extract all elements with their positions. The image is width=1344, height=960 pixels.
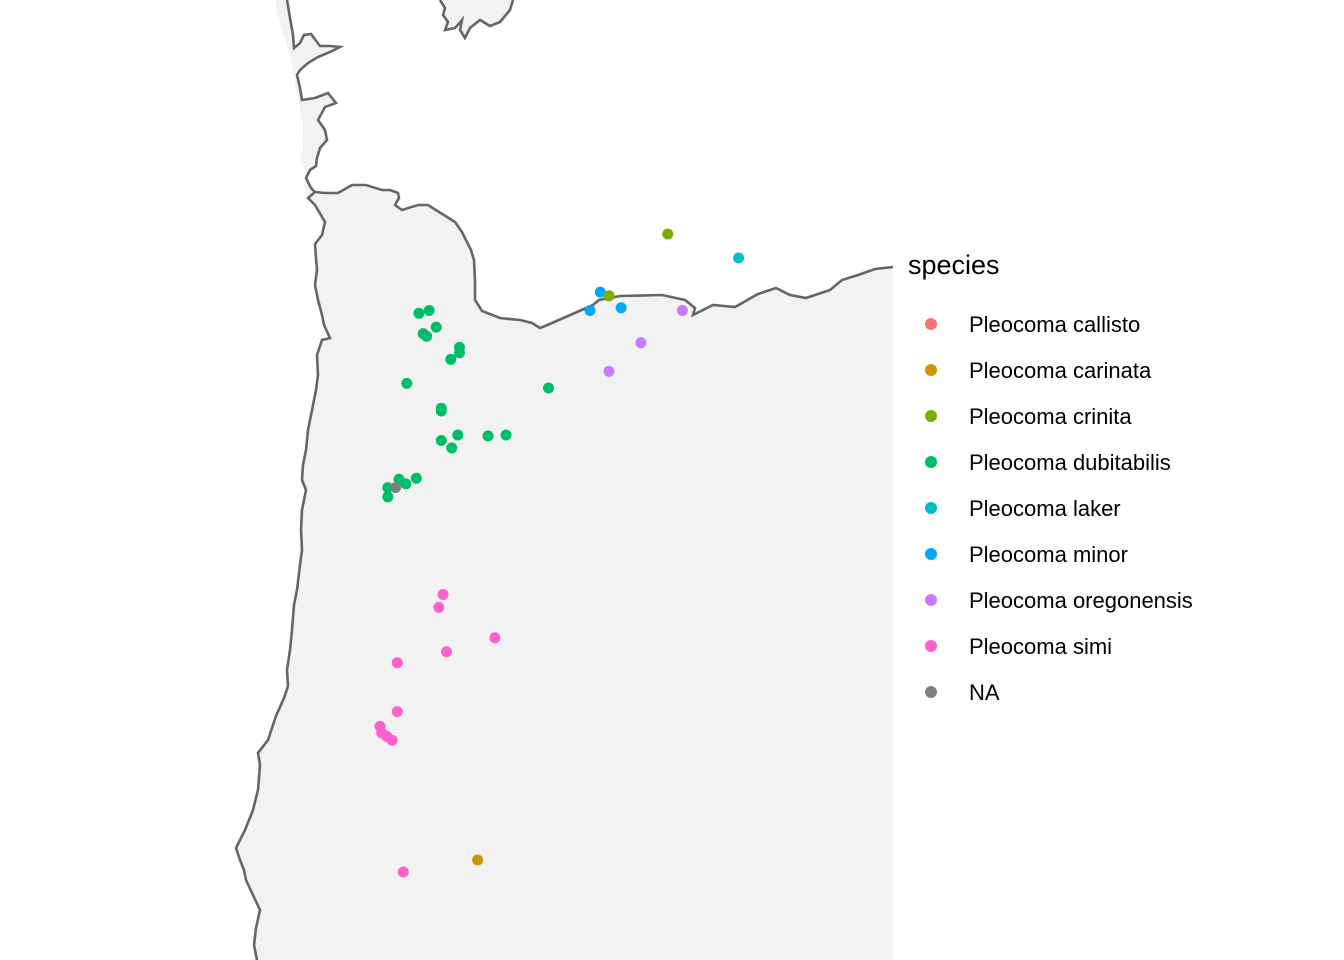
observation-point (482, 430, 494, 442)
observation-point (603, 290, 615, 302)
observation-point (615, 302, 627, 314)
legend-item: Pleocoma carinata (908, 348, 1193, 394)
observation-point (382, 482, 394, 494)
observation-point (435, 435, 447, 446)
legend-label: NA (969, 680, 1000, 705)
observation-point (390, 482, 402, 494)
legend-key (908, 440, 954, 486)
legend-label: Pleocoma simi (969, 634, 1113, 659)
legend-label: Pleocoma laker (969, 496, 1121, 521)
legend-label: Pleocoma dubitabilis (969, 450, 1171, 475)
coastline-border-south (234, 191, 332, 960)
legend-dot-icon (925, 318, 937, 330)
observation-point (386, 734, 398, 746)
legend-item: Pleocoma callisto (908, 302, 1193, 348)
legend-label: Pleocoma callisto (969, 312, 1141, 337)
legend-dot-icon (925, 548, 937, 560)
observation-point (413, 307, 425, 319)
observation-point (543, 382, 554, 394)
observation-point (594, 286, 606, 298)
observation-point (603, 365, 615, 377)
observation-point (635, 337, 647, 349)
legend-dot-icon (925, 502, 937, 514)
legend-key (908, 578, 954, 624)
legend-title: species (908, 250, 1000, 280)
legend-label: Pleocoma carinata (969, 358, 1152, 383)
observation-point (584, 305, 596, 316)
observation-point (472, 854, 484, 866)
legend-key (908, 532, 954, 578)
observation-point (452, 429, 464, 441)
observation-point (454, 347, 465, 359)
legend-label: Pleocoma oregonensis (969, 588, 1193, 613)
observation-point (437, 589, 449, 600)
legend-key (908, 624, 954, 670)
observation-point (397, 866, 409, 878)
observation-point (445, 353, 457, 365)
observation-point (433, 601, 445, 613)
observation-point (423, 305, 435, 316)
legend-key (908, 348, 954, 394)
legend-dot-icon (925, 410, 937, 422)
observation-point (662, 228, 674, 240)
legend-item: Pleocoma oregonensis (908, 578, 1193, 624)
observation-point (500, 429, 512, 441)
legend-label: Pleocoma crinita (969, 404, 1132, 429)
legend-item: Pleocoma dubitabilis (908, 440, 1193, 486)
legend: species Pleocoma callisto Pleocoma carina… (908, 248, 1193, 716)
legend-label: Pleocoma minor (969, 542, 1128, 567)
legend-item: Pleocoma laker (908, 486, 1193, 532)
observation-point (400, 478, 412, 490)
legend-dot-icon (925, 364, 937, 376)
legend-item: NA (908, 670, 1193, 716)
legend-dot-icon (925, 686, 937, 698)
puget-sound-border (438, 0, 515, 41)
observation-point (733, 252, 745, 264)
observation-point (489, 632, 501, 644)
observation-point (401, 377, 413, 389)
observation-points (374, 228, 745, 878)
observation-point (410, 472, 422, 484)
observation-point (441, 646, 452, 658)
observation-point (421, 330, 433, 342)
observation-point (430, 321, 442, 333)
observation-point (391, 657, 403, 669)
observation-point (391, 706, 403, 718)
legend-dot-icon (925, 594, 937, 606)
coastline-border (285, 0, 894, 330)
legend-dot-icon (925, 456, 937, 468)
observation-point (446, 442, 458, 454)
land-area (236, 0, 893, 960)
legend-key (908, 670, 954, 716)
legend-item: Pleocoma simi (908, 624, 1193, 670)
legend-dot-icon (925, 640, 937, 652)
legend-item: Pleocoma minor (908, 532, 1193, 578)
observation-point (676, 305, 688, 316)
observation-point (435, 405, 447, 417)
legend-items: Pleocoma callisto Pleocoma carinata Pleoco… (908, 302, 1193, 716)
legend-item: Pleocoma crinita (908, 394, 1193, 440)
legend-key (908, 302, 954, 348)
legend-key (908, 394, 954, 440)
legend-key (908, 486, 954, 532)
observation-point (382, 491, 394, 503)
